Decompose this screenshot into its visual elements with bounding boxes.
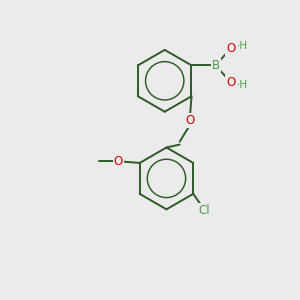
Text: O: O [226,42,236,55]
Text: ·H: ·H [237,41,248,51]
Text: O: O [185,114,195,127]
Text: ·H: ·H [237,80,248,90]
Text: O: O [114,155,123,168]
Text: O: O [226,76,236,89]
Text: Cl: Cl [199,204,210,217]
Text: B: B [212,59,220,72]
